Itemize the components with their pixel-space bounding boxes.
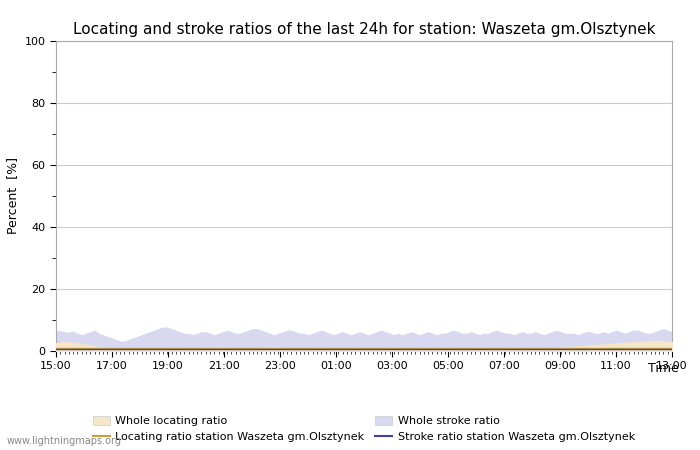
Text: www.lightningmaps.org: www.lightningmaps.org	[7, 436, 122, 446]
Legend: Whole locating ratio, Locating ratio station Waszeta gm.Olsztynek, Whole stroke : Whole locating ratio, Locating ratio sta…	[90, 413, 638, 446]
Y-axis label: Percent  [%]: Percent [%]	[6, 157, 19, 234]
Title: Locating and stroke ratios of the last 24h for station: Waszeta gm.Olsztynek: Locating and stroke ratios of the last 2…	[73, 22, 655, 36]
Text: Time: Time	[648, 362, 679, 375]
